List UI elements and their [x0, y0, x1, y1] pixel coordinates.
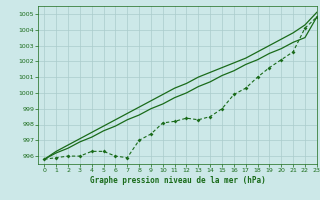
- X-axis label: Graphe pression niveau de la mer (hPa): Graphe pression niveau de la mer (hPa): [90, 176, 266, 185]
